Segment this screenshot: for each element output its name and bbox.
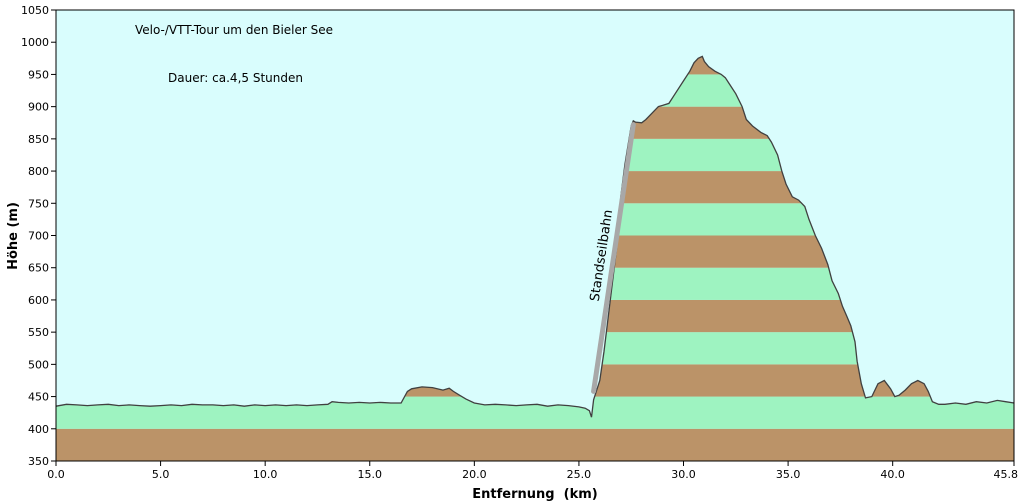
y-tick-label: 1050	[21, 4, 49, 17]
x-tick-label: 45.8	[994, 468, 1019, 481]
y-tick-label: 700	[28, 230, 49, 243]
elevation-band	[56, 428, 1014, 461]
y-axis-ticks: 350 400 450 500 550 600 650 700 750 800 850 900 950 1…	[21, 4, 56, 468]
x-tick-label: 15.0	[358, 468, 383, 481]
y-tick-label: 950	[28, 68, 49, 81]
y-tick-label: 500	[28, 358, 49, 371]
x-axis-title: Entfernung (km)	[472, 487, 597, 502]
y-tick-label: 750	[28, 197, 49, 210]
y-tick-label: 1000	[21, 36, 49, 49]
x-tick-label: 40.0	[880, 468, 905, 481]
y-tick-label: 800	[28, 165, 49, 178]
y-tick-label: 350	[28, 455, 49, 468]
y-tick-label: 900	[28, 101, 49, 114]
chart-subtitle: Dauer: ca.4,5 Stunden	[168, 71, 303, 85]
x-tick-label: 35.0	[776, 468, 801, 481]
x-tick-label: 30.0	[671, 468, 696, 481]
y-tick-label: 550	[28, 326, 49, 339]
x-tick-label: 5.0	[152, 468, 170, 481]
y-tick-label: 850	[28, 133, 49, 146]
y-tick-label: 600	[28, 294, 49, 307]
y-axis-title: Höhe (m)	[6, 202, 21, 270]
y-tick-label: 450	[28, 391, 49, 404]
x-tick-label: 20.0	[462, 468, 487, 481]
x-tick-label: 25.0	[567, 468, 592, 481]
y-tick-label: 400	[28, 423, 49, 436]
y-tick-label: 650	[28, 262, 49, 275]
funicular-line	[591, 122, 636, 394]
x-tick-label: 0.0	[47, 468, 65, 481]
x-axis-ticks: 0.0 5.0 10.0 15.0 20.0 25.0 30.0 35.0 40.0 45.8	[47, 461, 1018, 481]
x-tick-label: 10.0	[253, 468, 278, 481]
chart-title: Velo-/VTT-Tour um den Bieler See	[135, 23, 333, 37]
